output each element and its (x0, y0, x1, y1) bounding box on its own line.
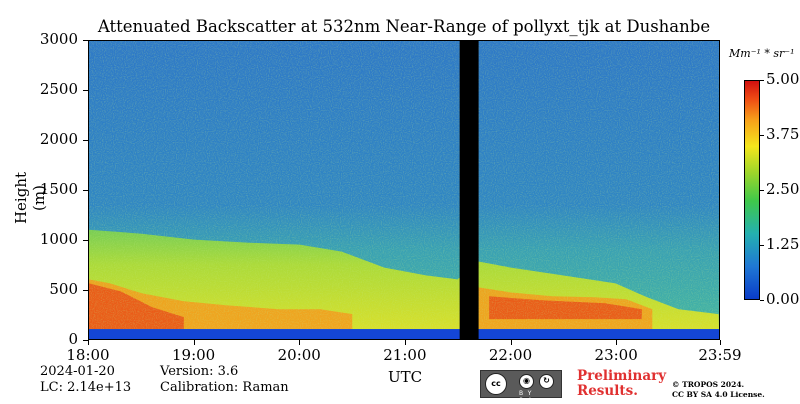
colorbar-tick-label: 0.00 (766, 290, 800, 308)
chart-title: Attenuated Backscatter at 532nm Near-Ran… (97, 17, 711, 36)
x-tick-mark (88, 340, 89, 345)
version-label: Version: 3.6 (160, 364, 239, 379)
y-tick-mark (83, 290, 88, 291)
colorbar-tick-mark (760, 245, 764, 246)
y-tick-label: 1500 (39, 180, 78, 198)
plot-area (88, 40, 720, 340)
x-tick-label: 18:00 (66, 346, 110, 364)
colorbar-tick-mark (760, 135, 764, 136)
y-tick-mark (83, 40, 88, 41)
preliminary-note: Preliminary Results. (577, 369, 666, 399)
colorbar-tick-label: 5.00 (766, 70, 800, 88)
x-tick-label: 23:00 (594, 346, 638, 364)
colorbar-tick-label: 3.75 (766, 125, 800, 143)
x-tick-label: 23:59 (698, 346, 742, 364)
y-tick-label: 500 (49, 280, 78, 298)
y-tick-mark (83, 140, 88, 141)
x-tick-label: 21:00 (383, 346, 427, 364)
y-tick-label: 2000 (39, 130, 78, 148)
x-tick-mark (404, 340, 406, 345)
x-axis-label: UTC (387, 368, 423, 386)
noise-overlay (89, 41, 719, 339)
sa-icon: ↻ (539, 374, 554, 389)
y-axis-label: Height (m) (12, 171, 48, 225)
preliminary-line: Preliminary (577, 368, 667, 384)
cc-by-sa-text: BY SA (519, 390, 538, 404)
results-line: Results. (577, 383, 638, 399)
by-icon: ◉ (519, 374, 534, 389)
x-tick-mark (510, 340, 512, 345)
colorbar-unit: Mm⁻¹ * sr⁻¹ (729, 47, 795, 60)
surface-band (89, 329, 719, 339)
colorbar (744, 80, 760, 300)
y-tick-label: 0 (68, 330, 78, 348)
lc-label: LC: 2.14e+13 (40, 380, 132, 395)
colorbar-tick-label: 1.25 (766, 235, 800, 253)
calibration-label: Calibration: Raman (160, 380, 289, 395)
x-tick-mark (193, 340, 195, 345)
y-tick-label: 2500 (39, 80, 78, 98)
cc-icon: cc (485, 373, 507, 395)
x-tick-label: 22:00 (488, 346, 533, 364)
license-line: CC BY SA 4.0 License. (672, 390, 765, 399)
no-data-gap (459, 41, 479, 339)
colorbar-tick-mark (760, 190, 764, 191)
heatmap-canvas (89, 41, 719, 339)
y-tick-label: 1000 (39, 230, 78, 248)
y-tick-mark (83, 90, 88, 91)
colorbar-tick-mark (760, 80, 764, 81)
x-tick-label: 20:00 (277, 346, 321, 364)
y-tick-mark (83, 190, 88, 191)
copyright-line: © TROPOS 2024. (672, 380, 745, 389)
date-label: 2024-01-20 (40, 364, 115, 379)
x-tick-mark (299, 340, 301, 345)
y-tick-mark (83, 340, 88, 341)
colorbar-tick-mark (760, 300, 764, 301)
x-tick-mark (616, 340, 618, 345)
copyright-note: © TROPOS 2024. CC BY SA 4.0 License. (672, 380, 765, 400)
y-tick-mark (83, 240, 88, 241)
colorbar-tick-label: 2.50 (766, 180, 800, 198)
x-tick-label: 19:00 (172, 346, 216, 364)
y-tick-label: 3000 (39, 30, 78, 48)
cc-license-badge: cc ◉ ↻ BY SA (480, 370, 562, 404)
x-tick-mark (720, 340, 721, 345)
